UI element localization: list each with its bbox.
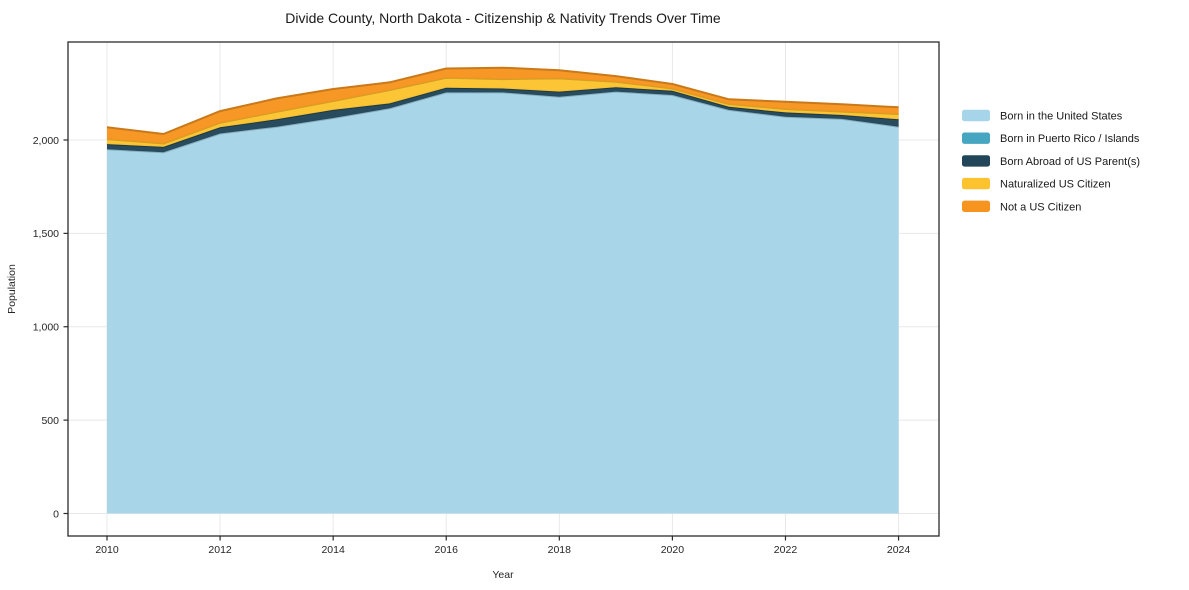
y-axis-label: Population: [6, 264, 18, 314]
stacked-areas: [106, 66, 899, 514]
x-tick-label: 2010: [95, 544, 119, 556]
x-tick-label: 2024: [887, 544, 911, 556]
legend: Born in the United States Born in Puerto …: [962, 109, 1140, 213]
y-tick-label: 1,000: [33, 322, 59, 334]
area-edge-not-a-us-citizen: [106, 66, 899, 135]
legend-swatch-born-in-puerto-rico-islands: [962, 132, 990, 144]
x-tick-label: 2022: [774, 544, 798, 556]
legend-item-born-in-puerto-rico-islands: Born in Puerto Rico / Islands: [962, 132, 1140, 145]
legend-label-born-in-puerto-rico-islands: Born in Puerto Rico / Islands: [1000, 133, 1140, 145]
legend-swatch-naturalized-us-citizen: [962, 177, 990, 190]
legend-item-naturalized-us-citizen: Naturalized US Citizen: [962, 177, 1111, 191]
x-tick-label: 2012: [208, 544, 232, 556]
axis-ticks: [63, 139, 900, 541]
y-tick-label: 0: [53, 508, 59, 520]
x-tick-label: 2020: [661, 544, 685, 556]
legend-swatch-born-abroad-of-us-parent-s: [962, 155, 990, 167]
legend-label-born-abroad-of-us-parent-s: Born Abroad of US Parent(s): [1000, 156, 1140, 168]
y-tick-label: 1,500: [33, 228, 59, 240]
plot-border: [67, 41, 940, 537]
y-tick-label: 500: [41, 415, 59, 427]
x-tick-label: 2014: [321, 544, 345, 556]
area-born-in-the-united-states: [107, 91, 899, 514]
legend-label-naturalized-us-citizen: Naturalized US Citizen: [1000, 179, 1111, 191]
y-tick-label: 2,000: [33, 135, 59, 147]
legend-item-not-a-us-citizen: Not a US Citizen: [962, 200, 1081, 213]
x-tick-label: 2018: [548, 544, 572, 556]
x-tick-label: 2016: [435, 544, 459, 556]
legend-item-born-in-the-united-states: Born in the United States: [962, 109, 1123, 123]
axis-tick-labels: 2010 2012 2014 2016 2018 2020 2022 2024 0 500 1,00…: [33, 135, 911, 556]
legend-swatch-not-a-us-citizen: [962, 200, 990, 212]
legend-label-not-a-us-citizen: Not a US Citizen: [1000, 201, 1081, 213]
legend-swatch-born-in-the-united-states: [962, 109, 990, 122]
chart-title: Divide County, North Dakota - Citizenshi…: [285, 10, 721, 26]
legend-item-born-abroad-of-us-parent-s: Born Abroad of US Parent(s): [962, 155, 1140, 168]
legend-label-born-in-the-united-states: Born in the United States: [1000, 111, 1123, 123]
area-not-a-us-citizen: [107, 67, 899, 144]
x-axis-label: Year: [492, 569, 514, 581]
